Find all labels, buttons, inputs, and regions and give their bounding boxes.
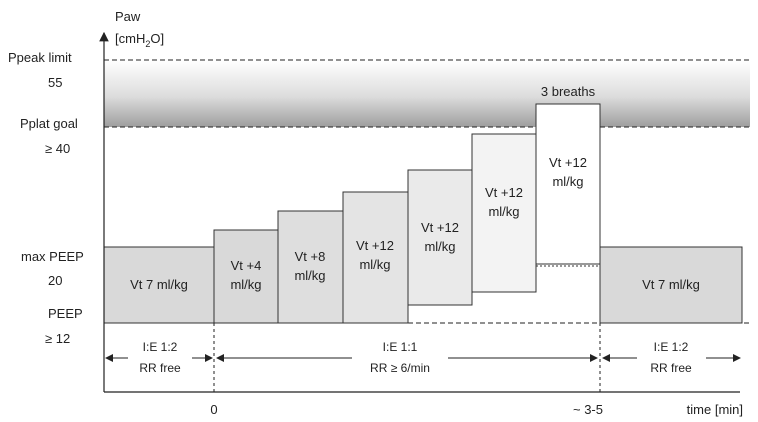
y-axis-title: Paw bbox=[115, 9, 141, 24]
step-3-line2: ml/kg bbox=[359, 257, 390, 272]
pplat-goal-label: Pplat goal bbox=[20, 116, 78, 131]
ppeak-limit-value: 55 bbox=[48, 75, 62, 90]
ppeak-limit-label: Ppeak limit bbox=[8, 50, 72, 65]
peep-label: PEEP bbox=[48, 306, 83, 321]
pressure-band bbox=[104, 60, 750, 127]
step-5-line1: Vt +12 bbox=[485, 185, 523, 200]
step-1-line2: ml/kg bbox=[230, 277, 261, 292]
x-axis-unit: time [min] bbox=[687, 402, 743, 417]
y-unit-subscript: 2 bbox=[145, 39, 150, 49]
step-block-1 bbox=[213, 229, 279, 324]
step-block-5 bbox=[471, 133, 537, 293]
step-5-line2: ml/kg bbox=[488, 204, 519, 219]
x-tick-end: ~ 3-5 bbox=[573, 402, 603, 417]
baseline-right-label: Vt 7 ml/kg bbox=[642, 277, 700, 292]
baseline-left-label: Vt 7 ml/kg bbox=[130, 277, 188, 292]
step-6-line2: ml/kg bbox=[552, 174, 583, 189]
step-4-line1: Vt +12 bbox=[421, 220, 459, 235]
three-breaths-note: 3 breaths bbox=[541, 84, 596, 99]
phase-1-line1: I:E 1:2 bbox=[143, 340, 178, 354]
step-4-line2: ml/kg bbox=[424, 239, 455, 254]
baseline-right-block bbox=[599, 246, 743, 324]
step-block-6 bbox=[535, 103, 601, 265]
phase-2-line2: RR ≥ 6/min bbox=[370, 361, 430, 375]
step-block-2 bbox=[277, 210, 344, 324]
step-block-3 bbox=[342, 191, 409, 324]
step-block-4 bbox=[407, 169, 473, 306]
step-1-line1: Vt +4 bbox=[231, 258, 262, 273]
max-peep-label: max PEEP bbox=[21, 249, 84, 264]
phase-2-line1: I:E 1:1 bbox=[383, 340, 418, 354]
phase-3-line1: I:E 1:2 bbox=[654, 340, 689, 354]
phase-1-line2: RR free bbox=[139, 361, 181, 375]
step-3-line1: Vt +12 bbox=[356, 238, 394, 253]
y-unit-prefix: [cmH bbox=[115, 31, 145, 46]
y-axis-unit: [cmH2O] bbox=[115, 31, 164, 49]
step-6-line1: Vt +12 bbox=[549, 155, 587, 170]
step-2-line1: Vt +8 bbox=[295, 249, 326, 264]
x-tick-0: 0 bbox=[210, 402, 217, 417]
peep-value: ≥ 12 bbox=[45, 331, 70, 346]
step-2-line2: ml/kg bbox=[294, 268, 325, 283]
phase-3-line2: RR free bbox=[650, 361, 692, 375]
y-unit-suffix: O] bbox=[150, 31, 164, 46]
pplat-goal-value: ≥ 40 bbox=[45, 141, 70, 156]
baseline-left-block bbox=[103, 246, 215, 324]
max-peep-value: 20 bbox=[48, 273, 62, 288]
